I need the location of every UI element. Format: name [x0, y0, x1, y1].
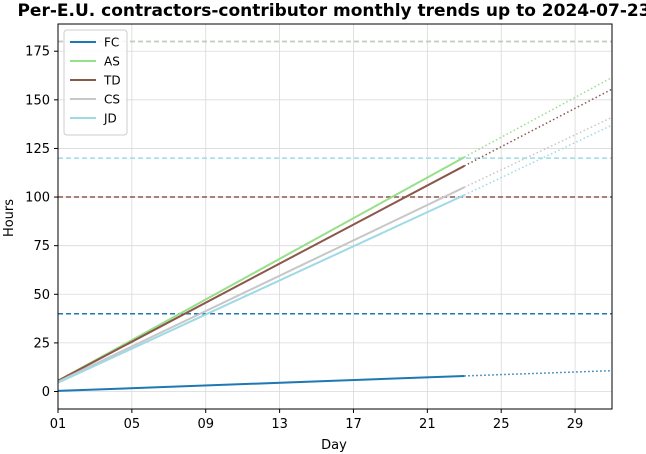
- x-tick-label-21: 21: [419, 417, 436, 432]
- y-tick-label-0: 0: [42, 385, 50, 400]
- y-tick-label-125: 125: [25, 142, 50, 157]
- target-lines: [58, 40, 612, 315]
- legend-box: [63, 29, 128, 136]
- legend-label-cs: CS: [104, 93, 120, 107]
- series-lines: [57, 76, 613, 392]
- projected-line-jd: [463, 124, 613, 196]
- y-tick-label-50: 50: [33, 288, 50, 303]
- grid: [57, 24, 612, 409]
- legend: FC AS TD CS JD: [63, 29, 128, 136]
- projected-line-cs: [463, 116, 613, 189]
- projected-line-fc: [464, 369, 613, 377]
- legend-label-td: TD: [103, 74, 121, 88]
- y-tick-label-100: 100: [25, 191, 50, 206]
- y-tick-label-75: 75: [33, 239, 50, 254]
- actual-line-jd: [57, 194, 465, 384]
- y-tick-label-25: 25: [33, 336, 50, 351]
- x-tick-label-5: 05: [124, 417, 141, 432]
- axis-ticks: 01 05 09 13 17 21 25 29 0 25 50 75 100 125 150 175: [25, 45, 583, 432]
- x-axis-label: Day: [321, 438, 347, 453]
- actual-line-as: [57, 156, 465, 382]
- x-tick-label-25: 25: [493, 417, 510, 432]
- x-tick-label-29: 29: [567, 417, 584, 432]
- x-tick-label-1: 01: [50, 417, 67, 432]
- chart-title: Per-E.U. contractors-contributor monthly…: [17, 1, 646, 21]
- projected-line-td: [463, 88, 613, 167]
- y-tick-label-175: 175: [25, 45, 50, 60]
- projected-line-as: [463, 76, 613, 158]
- actual-line-fc: [57, 374, 465, 392]
- actual-line-td: [57, 165, 465, 382]
- legend-label-as: AS: [104, 55, 120, 69]
- x-tick-label-9: 09: [197, 417, 214, 432]
- legend-label-fc: FC: [104, 36, 119, 50]
- y-tick-label-150: 150: [25, 93, 50, 108]
- actual-line-cs: [57, 186, 465, 383]
- legend-label-jd: JD: [103, 112, 117, 126]
- plot-border: [57, 23, 613, 410]
- x-tick-label-13: 13: [271, 417, 288, 432]
- plot-frame: [57, 23, 613, 410]
- y-axis-label: Hours: [2, 199, 17, 237]
- x-tick-label-17: 17: [345, 417, 362, 432]
